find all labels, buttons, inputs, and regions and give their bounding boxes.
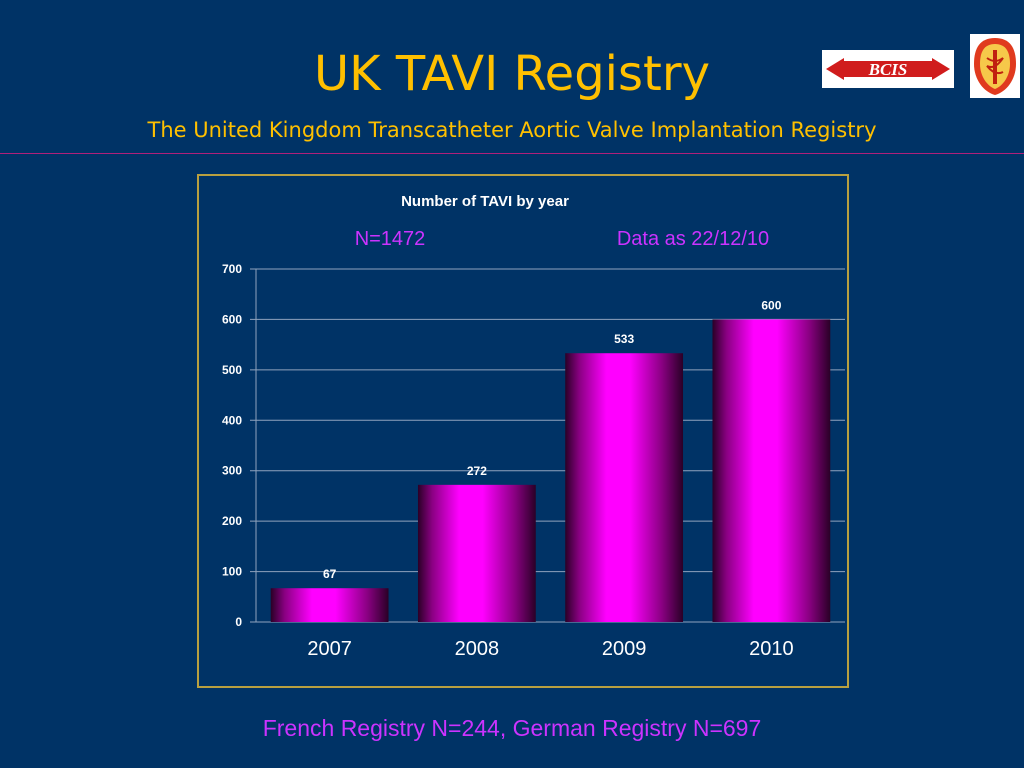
x-tick-label: 2009 [602, 638, 647, 660]
bcis-logo: BCIS [822, 50, 954, 88]
data-label: 272 [467, 464, 487, 478]
bar-2007 [270, 588, 389, 622]
footer-note: French Registry N=244, German Registry N… [262, 715, 762, 741]
y-tick-label: 0 [235, 615, 242, 629]
x-tick-label: 2007 [307, 638, 352, 660]
bar-2009 [565, 353, 684, 622]
data-label: 533 [614, 332, 634, 346]
x-tick-label: 2008 [455, 638, 500, 660]
society-crest-logo [970, 34, 1020, 98]
data-label: 600 [761, 298, 781, 312]
y-tick-label: 400 [222, 413, 242, 427]
chart-title: Number of TAVI by year [401, 193, 569, 210]
y-tick-label: 300 [222, 464, 242, 478]
chart-annotation-total: N=1472 [355, 228, 426, 250]
chart-panel: Number of TAVI by year N=1472 Data as 22… [197, 174, 849, 688]
y-tick-label: 600 [222, 312, 242, 326]
y-tick-label: 100 [222, 565, 242, 579]
slide-subtitle: The United Kingdom Transcatheter Aortic … [147, 118, 877, 142]
y-tick-label: 200 [222, 514, 242, 528]
tavi-bar-chart: Number of TAVI by year N=1472 Data as 22… [222, 193, 845, 660]
title-divider [0, 153, 1024, 154]
y-tick-label: 700 [222, 262, 242, 276]
chart-annotation-date: Data as 22/12/10 [617, 228, 769, 250]
slide-title: UK TAVI Registry [314, 46, 710, 102]
bar-2010 [712, 319, 831, 622]
data-label: 67 [323, 567, 337, 581]
x-tick-label: 2010 [749, 638, 794, 660]
bar-2008 [417, 484, 536, 622]
y-tick-label: 500 [222, 363, 242, 377]
bcis-logo-text: BCIS [868, 60, 908, 79]
